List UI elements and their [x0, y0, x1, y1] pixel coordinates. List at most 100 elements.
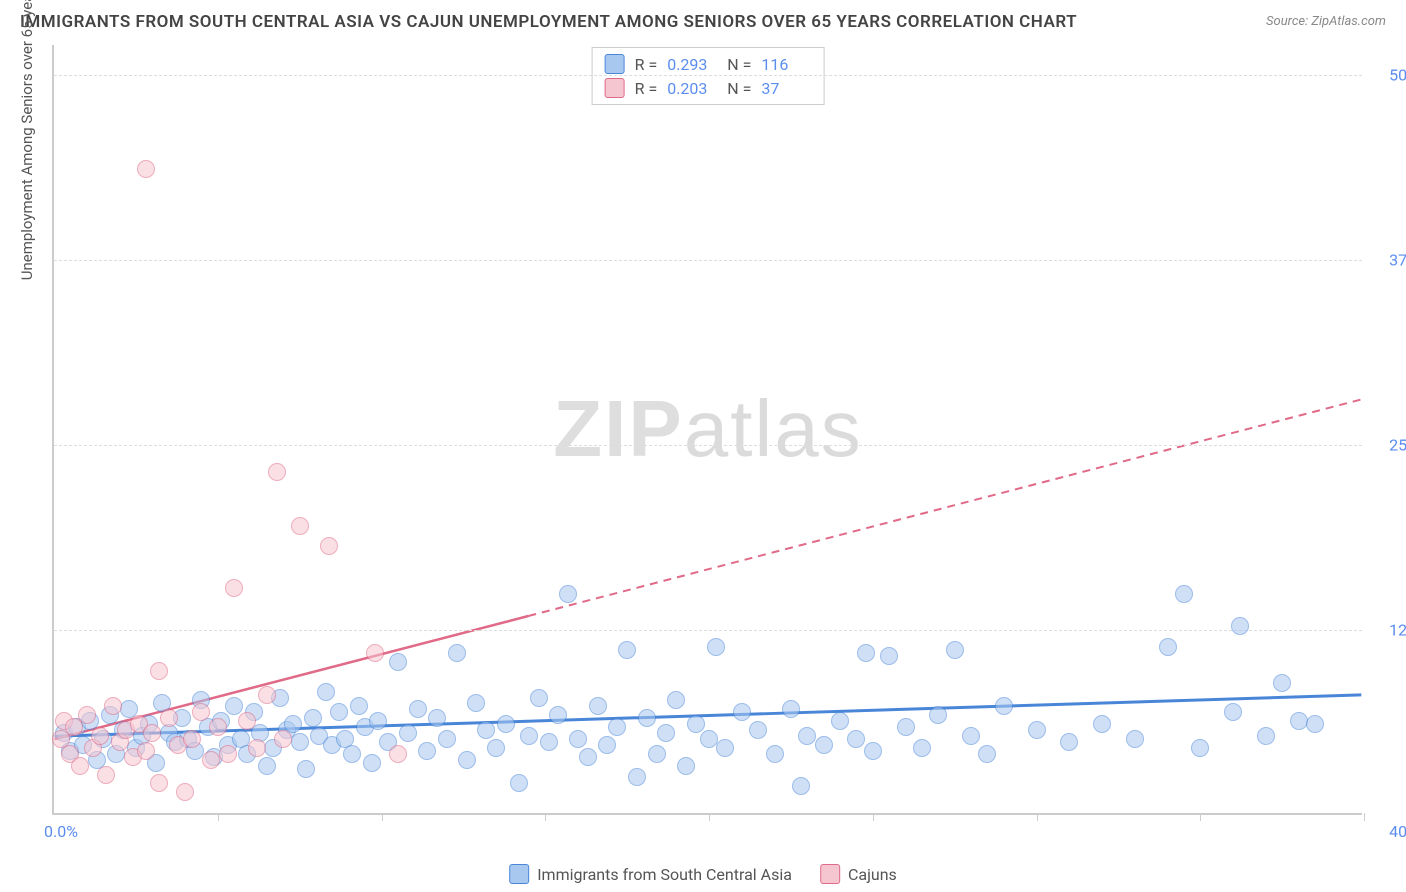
scatter-point — [497, 715, 515, 733]
gridline — [54, 630, 1362, 631]
scatter-point — [291, 517, 309, 535]
scatter-point — [1126, 730, 1144, 748]
y-tick-label: 37.5% — [1372, 250, 1406, 269]
legend-series-item: Immigrants from South Central Asia — [509, 864, 792, 884]
x-tick — [1364, 813, 1365, 821]
scatter-point — [1159, 638, 1177, 656]
y-tick-label: 12.5% — [1372, 620, 1406, 639]
scatter-point — [667, 691, 685, 709]
legend-correlation-row: R =0.203N =37 — [605, 76, 812, 100]
scatter-point — [366, 644, 384, 662]
scatter-point — [677, 757, 695, 775]
scatter-point — [1273, 674, 1291, 692]
scatter-point — [330, 703, 348, 721]
scatter-point — [487, 739, 505, 757]
scatter-point — [291, 733, 309, 751]
scatter-point — [530, 689, 548, 707]
scatter-point — [540, 733, 558, 751]
chart-title: IMMIGRANTS FROM SOUTH CENTRAL ASIA VS CA… — [20, 12, 1077, 32]
scatter-point — [458, 751, 476, 769]
x-tick — [873, 813, 874, 821]
scatter-point — [707, 638, 725, 656]
scatter-point — [946, 641, 964, 659]
watermark: ZIPatlas — [553, 383, 862, 475]
scatter-point — [847, 730, 865, 748]
scatter-point — [317, 683, 335, 701]
legend-swatch — [509, 864, 529, 884]
scatter-point — [209, 718, 227, 736]
x-max-label: 40.0% — [1372, 822, 1406, 841]
scatter-point — [1191, 739, 1209, 757]
scatter-point — [687, 715, 705, 733]
scatter-point — [219, 745, 237, 763]
scatter-point — [549, 706, 567, 724]
legend-series: Immigrants from South Central Asia Cajuns — [509, 864, 897, 884]
scatter-point — [880, 647, 898, 665]
trend-lines — [54, 45, 1362, 813]
scatter-point — [700, 730, 718, 748]
legend-series-item: Cajuns — [820, 864, 897, 884]
scatter-point — [913, 739, 931, 757]
scatter-point — [202, 751, 220, 769]
scatter-point — [1290, 712, 1308, 730]
legend-r-value: 0.293 — [667, 55, 717, 74]
scatter-point — [638, 709, 656, 727]
x-tick — [709, 813, 710, 821]
legend-r-label: R = — [635, 55, 658, 74]
scatter-point — [350, 697, 368, 715]
scatter-point — [389, 745, 407, 763]
scatter-point — [389, 653, 407, 671]
x-tick — [218, 813, 219, 821]
legend-series-label: Cajuns — [848, 865, 897, 884]
scatter-point — [78, 706, 96, 724]
x-origin-label: 0.0% — [44, 822, 78, 841]
scatter-point — [1224, 703, 1242, 721]
scatter-point — [598, 736, 616, 754]
scatter-point — [225, 697, 243, 715]
scatter-point — [418, 742, 436, 760]
trend-line-extrapolated — [528, 399, 1361, 616]
scatter-point — [477, 721, 495, 739]
scatter-point — [559, 585, 577, 603]
legend-series-label: Immigrants from South Central Asia — [537, 865, 792, 884]
scatter-point — [137, 160, 155, 178]
scatter-point — [438, 730, 456, 748]
legend-n-value: 116 — [761, 55, 811, 74]
scatter-point — [369, 712, 387, 730]
legend-n-label: N = — [727, 55, 751, 74]
scatter-point — [831, 712, 849, 730]
scatter-point — [258, 686, 276, 704]
scatter-point — [343, 745, 361, 763]
scatter-point — [782, 700, 800, 718]
watermark-prefix: ZIP — [553, 384, 683, 473]
plot-area: ZIPatlas R =0.293N =116R =0.203N =37 0.0… — [52, 45, 1362, 815]
legend-n-value: 37 — [761, 79, 811, 98]
scatter-point — [225, 579, 243, 597]
scatter-point — [628, 768, 646, 786]
gridline — [54, 445, 1362, 446]
scatter-point — [104, 697, 122, 715]
legend-swatch — [605, 78, 625, 98]
scatter-point — [409, 700, 427, 718]
scatter-point — [428, 709, 446, 727]
scatter-point — [258, 757, 276, 775]
scatter-point — [520, 727, 538, 745]
source-label: Source: ZipAtlas.com — [1266, 14, 1386, 29]
scatter-point — [995, 697, 1013, 715]
scatter-point — [1306, 715, 1324, 733]
scatter-point — [137, 742, 155, 760]
scatter-point — [716, 739, 734, 757]
scatter-point — [766, 745, 784, 763]
x-tick — [382, 813, 383, 821]
scatter-point — [97, 766, 115, 784]
scatter-point — [91, 727, 109, 745]
x-tick — [1200, 813, 1201, 821]
legend-n-label: N = — [727, 79, 751, 98]
legend-correlation: R =0.293N =116R =0.203N =37 — [592, 47, 825, 105]
scatter-point — [1060, 733, 1078, 751]
y-axis-title: Unemployment Among Seniors over 65 years — [18, 0, 36, 280]
scatter-point — [510, 774, 528, 792]
scatter-point — [648, 745, 666, 763]
scatter-point — [897, 718, 915, 736]
scatter-point — [238, 712, 256, 730]
